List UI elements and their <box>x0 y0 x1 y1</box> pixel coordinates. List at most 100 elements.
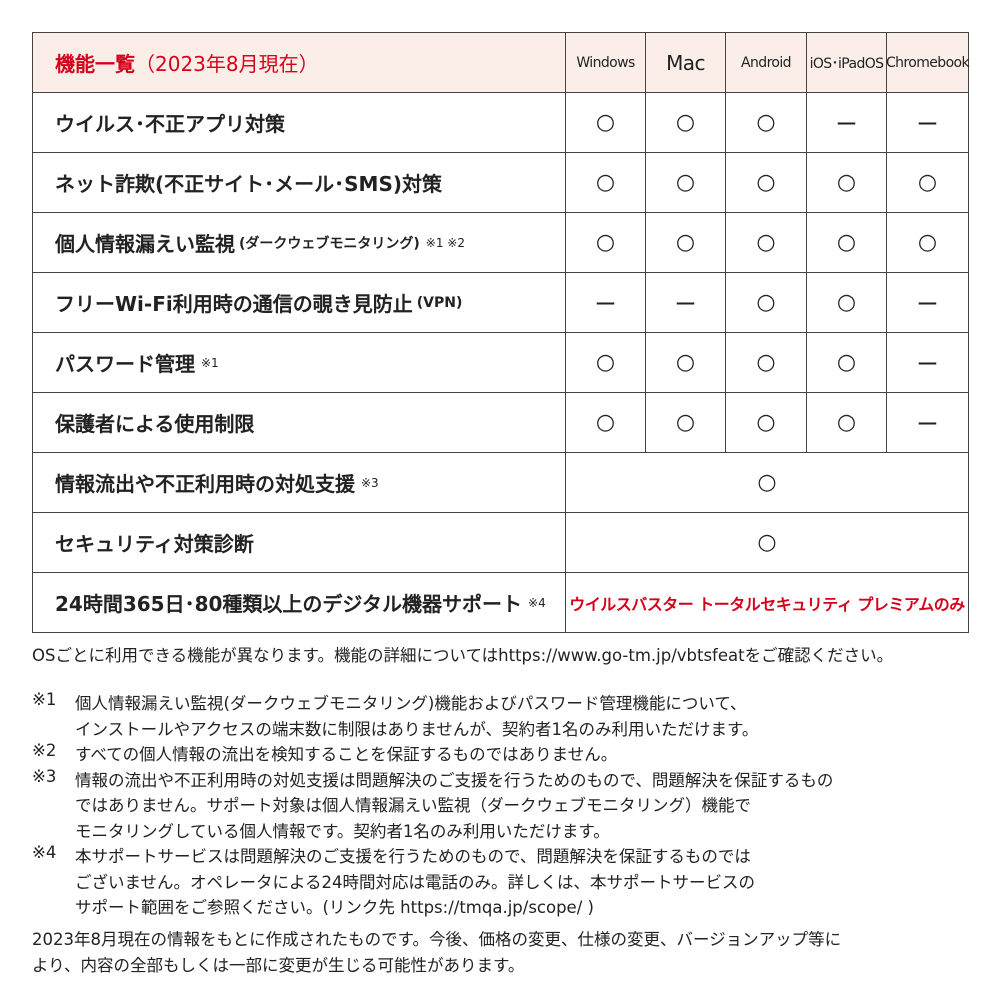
footnote-line: ではありません。サポート対象は個人情報漏えい監視（ダークウェブモニタリング）機能… <box>75 796 752 815</box>
support-cell: ○ <box>807 213 887 273</box>
row-note: ※1 ※2 <box>425 235 465 250</box>
row-label: 24時間365日･80種類以上のデジタル機器サポート <box>55 592 523 616</box>
support-cell: ○ <box>807 153 887 213</box>
cell-value: ○ <box>836 290 857 315</box>
support-cell: ○ <box>726 93 807 153</box>
feature-table: 機能一覧 （2023年8月現在） Windows Mac Android iOS･iPad… <box>32 32 970 633</box>
cell-value: ○ <box>595 350 616 375</box>
column-header-text: Android <box>741 54 792 71</box>
header-title: 機能一覧 <box>55 52 135 76</box>
cell-value: ○ <box>595 170 616 195</box>
support-cell: ○ <box>566 93 646 153</box>
footnote-mark: ※2 <box>32 741 57 760</box>
cell-value: ○ <box>836 350 857 375</box>
support-cell: ○ <box>887 153 969 213</box>
support-cell: ー <box>887 393 969 453</box>
row-label: フリーWi-Fi利用時の通信の覗き見防止 <box>55 292 413 316</box>
cell-value: ウイルスバスター トータルセキュリティ プレミアムのみ <box>569 594 965 614</box>
footnote-mark: ※3 <box>32 766 57 786</box>
cell-value: ○ <box>756 350 776 375</box>
support-cell: ○ <box>646 393 726 453</box>
row-label: ウイルス･不正アプリ対策 <box>55 112 285 136</box>
cell-value: ○ <box>595 410 616 435</box>
row-label: セキュリティ対策診断 <box>55 532 254 556</box>
column-header-text: Mac <box>666 50 705 75</box>
support-cell: ー <box>887 333 969 393</box>
row-label-cell: フリーWi-Fi利用時の通信の覗き見防止 (VPN) <box>33 273 566 333</box>
row-label-cell: 個人情報漏えい監視 (ダークウェブモニタリング) ※1 ※2 <box>33 213 566 273</box>
support-cell: ー <box>646 273 726 333</box>
cell-value: ー <box>835 112 858 138</box>
row-label: 保護者による使用制限 <box>55 412 255 436</box>
cell-value: ○ <box>756 410 776 435</box>
footnote-mark: ※4 <box>32 843 57 862</box>
cell-value: ○ <box>836 230 857 255</box>
support-cell: ー <box>566 273 646 333</box>
merged-cell: ウイルスバスター トータルセキュリティ プレミアムのみ <box>566 573 969 633</box>
support-cell: ○ <box>566 393 646 453</box>
support-cell: ○ <box>807 333 887 393</box>
cell-value: ○ <box>756 170 776 195</box>
support-cell: ○ <box>807 393 887 453</box>
footnote-line: 本サポートサービスは問題解決のご支援を行うためのもので、問題解決を保証するもので… <box>75 847 751 866</box>
header-title-cell: 機能一覧 （2023年8月現在） <box>33 33 566 93</box>
cell-value: ○ <box>756 230 776 255</box>
support-cell: ○ <box>726 273 807 333</box>
column-header-text: Chromebook <box>885 54 970 71</box>
cell-value: ○ <box>917 170 938 195</box>
column-header: Windows <box>566 33 646 93</box>
cell-value: ー <box>916 112 939 138</box>
cell-value: ○ <box>836 410 857 435</box>
cell-value: ○ <box>757 530 777 555</box>
cell-value: ○ <box>675 230 696 255</box>
column-header: Chromebook <box>885 33 970 93</box>
support-cell: ○ <box>566 333 646 393</box>
cell-value: ー <box>916 352 939 378</box>
support-cell: ○ <box>807 273 887 333</box>
support-cell: ー <box>887 273 969 333</box>
row-sublabel: (VPN) <box>416 294 463 311</box>
intro-note: OSごとに利用できる機能が異なります。機能の詳細についてはhttps://www… <box>32 646 894 665</box>
column-header-text: iOS･iPadOS <box>809 55 884 72</box>
support-cell: ○ <box>566 153 646 213</box>
merged-cell: ○ <box>566 453 969 513</box>
footnote-line: インストールやアクセスの端末数に制限はありませんが、契約者1名のみ利用いただけま… <box>75 719 759 739</box>
support-cell: ○ <box>646 333 726 393</box>
row-label-cell: 情報流出や不正利用時の対処支援 ※3 <box>33 453 566 513</box>
footnote-line: 情報の流出や不正利用時の対処支援は問題解決のご支援を行うためのもので、問題解決を… <box>75 770 834 790</box>
footnote-line: ございません。オペレータによる24時間対応は電話のみ。詳しくは、本サポートサービ… <box>75 872 756 892</box>
row-label-cell: パスワード管理 ※1 <box>33 333 566 393</box>
cell-value: ○ <box>836 170 857 195</box>
row-note: ※1 <box>201 355 219 370</box>
merged-cell: ○ <box>566 513 969 573</box>
cell-value: ー <box>916 292 939 318</box>
row-label: 情報流出や不正利用時の対処支援 <box>55 472 355 496</box>
cell-value: ○ <box>757 470 777 495</box>
support-cell: ○ <box>887 213 969 273</box>
cell-value: ー <box>594 292 617 318</box>
row-label-cell: 保護者による使用制限 <box>33 393 566 453</box>
column-header: Mac <box>646 33 726 93</box>
column-header: iOS･iPadOS <box>807 33 887 93</box>
row-label: 個人情報漏えい監視 <box>55 232 235 256</box>
cell-value: ー <box>674 292 697 318</box>
header-title-note: （2023年8月現在） <box>135 52 319 76</box>
row-label-cell: ネット詐欺(不正サイト･メール･SMS)対策 <box>33 153 566 213</box>
support-cell: ○ <box>646 213 726 273</box>
closing-line: より、内容の全部もしくは一部に変更が生じる可能性があります。 <box>32 955 525 975</box>
row-label-cell: セキュリティ対策診断 <box>33 513 566 573</box>
column-header-text: Windows <box>576 54 635 71</box>
support-cell: ○ <box>726 333 807 393</box>
support-cell: ○ <box>726 153 807 213</box>
footnote-mark: ※1 <box>32 690 57 709</box>
cell-value: ○ <box>595 230 616 255</box>
cell-value: ○ <box>675 110 696 135</box>
column-header: Android <box>726 33 807 93</box>
row-note: ※3 <box>361 475 379 490</box>
cell-value: ○ <box>595 110 616 135</box>
cell-value: ○ <box>756 110 776 135</box>
cell-value: ○ <box>675 170 696 195</box>
cell-value: ○ <box>675 350 696 375</box>
closing-line: 2023年8月現在の情報をもとに作成されたものです。今後、価格の変更、仕様の変更… <box>32 929 842 949</box>
